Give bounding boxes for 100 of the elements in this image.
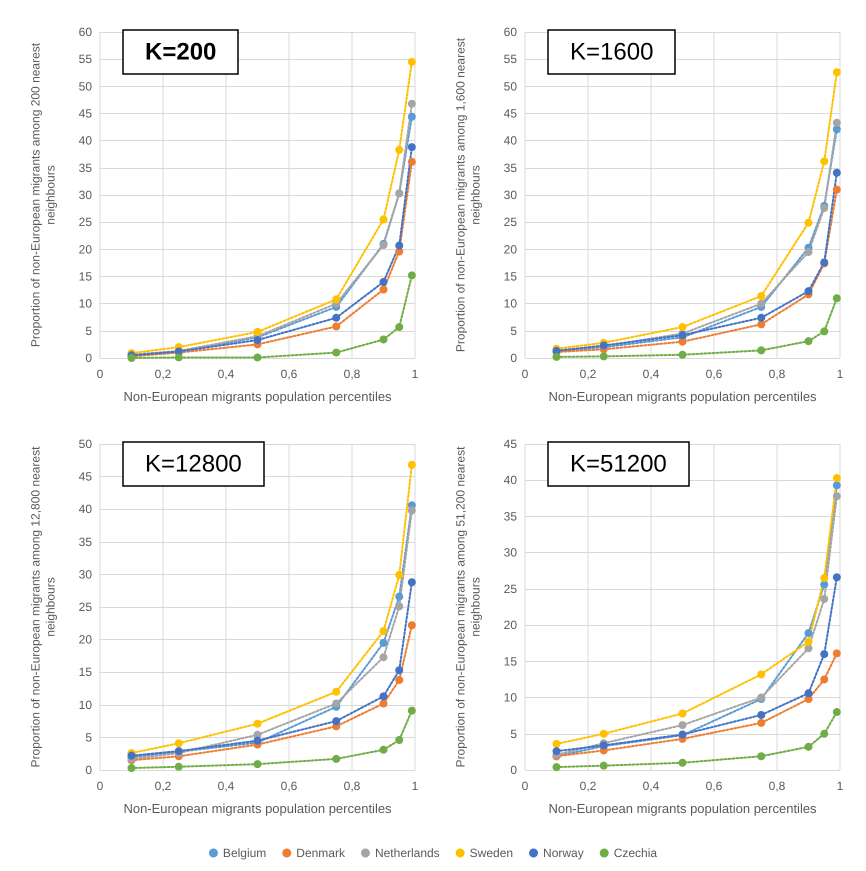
x-tick-label: 0,8 xyxy=(344,367,361,381)
y-tick-label: 45 xyxy=(504,437,518,451)
y-axis-title: Proportion of non-European migrants among 1,600 nearest neighbours xyxy=(454,37,482,352)
y-axis-title: Proportion of non-European migrants among 51,200 nearest neighbours xyxy=(454,446,482,768)
x-tick-label: 0,8 xyxy=(768,779,786,793)
point xyxy=(408,460,416,469)
point xyxy=(552,740,560,748)
point xyxy=(820,730,828,738)
point xyxy=(552,747,560,756)
y-tick-label: 20 xyxy=(78,242,92,256)
y-tick-label: 50 xyxy=(78,437,92,451)
x-tick-label: 0,8 xyxy=(768,367,786,381)
point xyxy=(395,602,404,610)
point xyxy=(600,762,608,770)
point xyxy=(804,689,812,698)
point xyxy=(174,739,183,748)
x-tick-label: 0,2 xyxy=(154,367,172,381)
point xyxy=(174,762,183,771)
y-tick-label: 25 xyxy=(504,215,518,230)
chart-title: K=12800 xyxy=(145,450,242,478)
x-axis-title: Non-European migrants population percentiles xyxy=(548,801,818,816)
legend-label: Netherlands xyxy=(374,846,440,860)
legend-label: Sweden xyxy=(470,846,514,860)
point xyxy=(332,314,340,322)
point xyxy=(380,638,388,647)
y-tick-label: 5 xyxy=(510,726,518,741)
point xyxy=(820,327,828,336)
point xyxy=(380,746,388,754)
x-tick-label: 0,4 xyxy=(218,779,235,793)
point xyxy=(408,58,416,66)
point xyxy=(832,708,841,716)
point xyxy=(832,481,841,490)
y-tick-label: 25 xyxy=(78,215,92,230)
legend-label: Czechia xyxy=(614,846,658,860)
point xyxy=(804,742,812,751)
point xyxy=(804,337,812,346)
point xyxy=(332,348,340,357)
point xyxy=(757,346,766,354)
point xyxy=(395,676,404,684)
point xyxy=(395,666,404,674)
chart-title: K=200 xyxy=(145,38,216,66)
point xyxy=(600,730,608,738)
point xyxy=(832,168,841,177)
point xyxy=(804,287,812,296)
point xyxy=(395,323,404,332)
x-tick-label: 0,4 xyxy=(642,367,660,381)
x-tick-label: 0 xyxy=(522,367,529,381)
y-tick-label: 5 xyxy=(85,730,92,744)
y-tick-label: 35 xyxy=(504,509,518,524)
y-tick-label: 20 xyxy=(504,242,518,256)
y-tick-label: 45 xyxy=(78,106,92,120)
y-tick-label: 40 xyxy=(504,473,518,488)
point xyxy=(395,146,404,154)
point xyxy=(757,320,766,328)
point xyxy=(408,100,416,108)
point xyxy=(408,143,416,152)
y-tick-label: 60 xyxy=(78,25,92,39)
x-tick-label: 1 xyxy=(836,367,844,381)
point xyxy=(408,506,416,514)
y-tick-label: 10 xyxy=(78,296,92,311)
point xyxy=(832,474,841,482)
legend-label: Norway xyxy=(543,846,584,860)
y-tick-label: 20 xyxy=(78,632,92,647)
y-tick-label: 25 xyxy=(78,600,92,614)
y-tick-label: 0 xyxy=(85,763,92,777)
point xyxy=(832,649,841,658)
point xyxy=(128,764,136,772)
y-tick-label: 35 xyxy=(504,160,518,175)
x-tick-label: 1 xyxy=(412,779,419,793)
point xyxy=(757,718,766,727)
y-tick-label: 30 xyxy=(504,546,518,560)
y-tick-label: 0 xyxy=(510,351,518,365)
x-tick-label: 0,6 xyxy=(706,779,723,793)
point xyxy=(408,706,416,715)
point xyxy=(332,717,340,726)
point xyxy=(832,573,841,582)
point xyxy=(332,700,340,708)
y-tick-label: 15 xyxy=(78,665,92,680)
point xyxy=(820,157,828,166)
y-tick-label: 35 xyxy=(78,160,92,175)
point xyxy=(757,314,766,322)
y-tick-label: 30 xyxy=(504,188,518,202)
y-tick-label: 45 xyxy=(504,106,518,120)
point xyxy=(380,336,388,344)
point xyxy=(380,692,388,700)
point xyxy=(678,350,686,359)
point xyxy=(832,492,841,500)
point xyxy=(332,688,340,696)
point xyxy=(804,644,812,652)
point xyxy=(832,118,841,127)
x-tick-label: 0 xyxy=(96,367,104,381)
y-tick-label: 5 xyxy=(85,324,92,338)
point xyxy=(832,125,841,134)
y-tick-label: 15 xyxy=(504,654,518,668)
point xyxy=(832,68,841,76)
y-tick-label: 25 xyxy=(504,582,518,596)
x-tick-label: 1 xyxy=(836,779,844,793)
point xyxy=(380,627,388,636)
point xyxy=(380,286,388,294)
x-tick-label: 0 xyxy=(96,779,104,793)
